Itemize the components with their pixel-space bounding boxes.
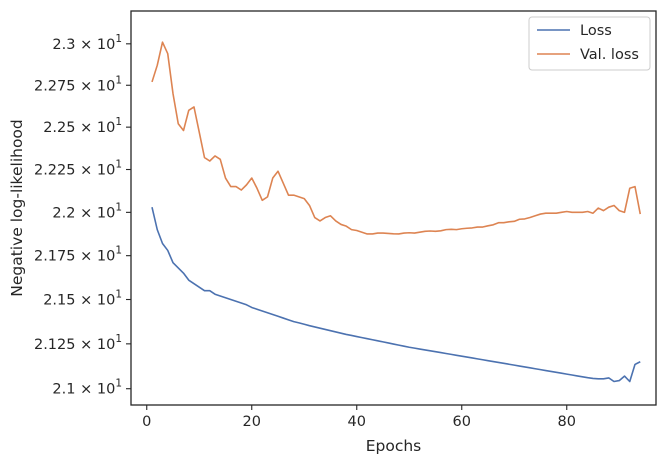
x-tick-label: 40 (348, 414, 366, 430)
series-line-loss (151, 206, 641, 383)
y-tick-label: 2.125 × 101 (34, 333, 122, 353)
x-tick-label: 80 (558, 414, 576, 430)
plot-frame (130, 10, 657, 406)
x-axis-label: Epochs (366, 437, 422, 455)
y-axis-label: Negative log-likelihood (8, 119, 26, 297)
series-line-val-loss (151, 41, 642, 235)
y-tick-label: 2.225 × 101 (34, 159, 122, 179)
y-tick-label: 2.3 × 101 (52, 33, 122, 53)
y-tick-label: 2.25 × 101 (43, 116, 122, 136)
y-tick-label: 2.1 × 101 (52, 378, 122, 398)
legend: Loss Val. loss (528, 16, 651, 71)
x-tick-label: 60 (453, 414, 471, 430)
legend-label-val-loss: Val. loss (580, 47, 639, 63)
y-axis: 2.1 × 101 2.125 × 101 2.15 × 101 2.175 × 10… (34, 33, 131, 398)
x-axis: 0 20 40 60 80 (142, 405, 576, 430)
legend-label-loss: Loss (580, 23, 612, 39)
y-tick-label: 2.275 × 101 (34, 74, 122, 94)
x-tick-label: 0 (142, 414, 151, 430)
series-layer (151, 41, 642, 383)
y-tick-label: 2.2 × 101 (52, 201, 122, 221)
x-tick-label: 20 (243, 414, 261, 430)
y-tick-label: 2.15 × 101 (43, 289, 122, 309)
y-tick-label: 2.175 × 101 (34, 245, 122, 265)
